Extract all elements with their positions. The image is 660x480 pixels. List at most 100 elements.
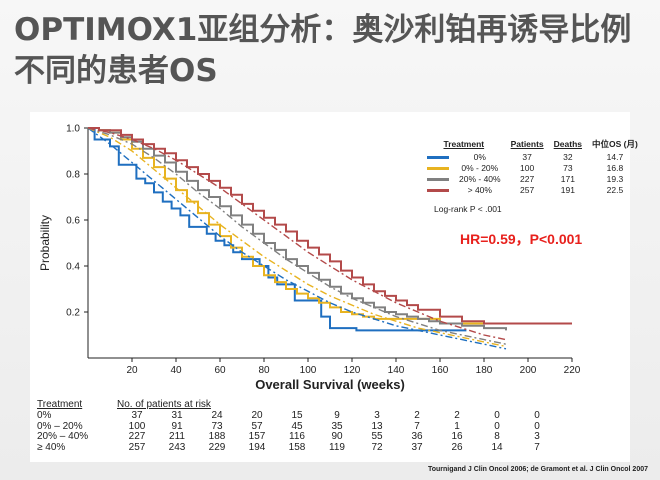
risk-cell: 7 [414,420,420,432]
logrank-label: Log-rank P < .001 [434,204,502,214]
risk-cell: 26 [451,441,463,453]
series-layer [87,127,572,350]
legend-deaths: 191 [560,185,575,195]
risk-cell: 257 [128,441,146,453]
risk-cell: 211 [169,431,185,442]
legend-deaths: 32 [563,152,573,162]
legend: Treatment Patients Deaths 中位OS (月) 0% 37 3… [422,138,643,196]
series-line [88,127,507,331]
legend-swatch-line [427,167,449,171]
x-ticks: 20 40 60 80 100 120 140 160 180 200 220 [126,358,581,376]
risk-cell: 13 [371,420,383,432]
risk-cell: 0 [494,420,500,432]
risk-cell: 188 [208,431,226,442]
risk-cell: 116 [289,431,305,442]
risk-cell: 0 [534,410,540,421]
risk-cell: 229 [208,441,226,453]
legend-median-os: 22.5 [606,185,624,195]
risk-table-row: ≥ 40% 257 243 229 194 158 119 72 37 26 14 7 [37,441,557,454]
risk-cell: 31 [171,410,183,421]
series-line [87,127,507,348]
risk-cell: 37 [131,410,143,421]
legend-header: Patients [510,139,544,149]
legend-median-os: 16.8 [606,163,624,173]
risk-cell: 16 [451,431,463,442]
x-tick-label: 60 [214,365,226,376]
risk-row-label: 0% – 20% [37,420,83,432]
risk-table: Treatment No. of patients at risk 0% 37 31… [37,398,557,453]
risk-cell: 1 [454,420,460,432]
risk-cell: 194 [248,441,266,453]
risk-cell: 0 [494,410,500,421]
legend-header: Deaths [553,139,583,149]
x-tick-label: 200 [520,365,537,376]
y-tick-label: 0.8 [66,170,80,181]
x-tick-label: 180 [476,365,493,376]
x-tick-label: 100 [300,365,317,376]
y-tick-label: 0.4 [66,262,80,273]
legend-swatch [422,185,454,196]
legend-median-os: 19.3 [606,174,624,184]
series-line [87,127,507,345]
risk-cell: 227 [128,431,146,442]
risk-table-header-at-risk: No. of patients at risk [117,399,211,410]
legend-header: Treatment [443,139,485,149]
risk-row-label: ≥ 40% [37,441,66,453]
x-tick-label: 40 [170,365,182,376]
x-tick-label: 20 [126,365,138,376]
risk-cell: 243 [168,441,186,453]
legend-swatch [422,174,454,185]
legend-patients: 227 [520,174,535,184]
legend-swatch [422,163,454,174]
risk-cell: 9 [334,410,340,421]
risk-table-row: 20% – 40% 227 211 188 157 116 90 55 36 16 8 3 [37,431,557,443]
legend-label: 20% - 40% [459,174,501,184]
risk-cell: 8 [494,431,500,442]
legend-patients: 37 [522,152,532,162]
legend-swatch-line [427,189,449,193]
plot-area [87,128,572,359]
risk-cell: 45 [291,420,303,432]
risk-cell: 90 [331,431,343,442]
legend-row: 20% - 40% 227 171 19.3 [422,174,643,185]
series-line [88,127,572,325]
risk-cell: 72 [371,441,383,453]
risk-cell: 2 [454,410,460,421]
risk-cell: 57 [251,420,263,432]
risk-cell: 157 [248,431,266,442]
risk-table-row: 0% 37 31 24 20 15 9 3 2 2 0 0 [37,410,557,422]
risk-cell: 37 [411,441,423,453]
risk-cell: 119 [329,441,345,453]
risk-cell: 91 [171,420,183,432]
x-tick-label: 160 [432,365,449,376]
legend-swatch-line [427,178,449,182]
legend-patients: 257 [520,185,535,195]
legend-label: 0% - 20% [461,163,499,173]
legend-swatch-line [427,156,449,160]
x-tick-label: 120 [344,365,361,376]
legend-row: 0% - 20% 100 73 16.8 [422,163,643,174]
x-tick-label: 220 [564,365,581,376]
risk-cell: 36 [411,431,423,442]
x-tick-label: 140 [388,365,405,376]
risk-cell: 35 [331,420,343,432]
legend-row: > 40% 257 191 22.5 [422,185,643,196]
risk-cell: 24 [211,410,223,421]
series-line [88,127,495,325]
risk-cell: 3 [534,431,540,442]
legend-header: 中位OS (月) [592,139,638,149]
citation: Tournigand J Clin Oncol 2006; de Gramont… [427,466,648,473]
legend-swatch [422,152,454,163]
x-axis-label: Overall Survival (weeks) [255,377,405,392]
risk-cell: 2 [414,410,420,421]
series-line [87,127,507,341]
legend-patients: 100 [520,163,535,173]
risk-row-label: 20% – 40% [37,431,89,442]
risk-cell: 0 [534,420,540,432]
risk-table-header-treatment: Treatment [37,399,83,410]
series-line [87,127,507,350]
risk-cell: 14 [491,441,503,453]
slide-title: OPTIMOX1亚组分析：奥沙利铂再诱导比例不同的患者OS [14,12,632,89]
legend-row: 0% 37 32 14.7 [422,152,643,163]
risk-row-label: 0% [37,410,52,421]
